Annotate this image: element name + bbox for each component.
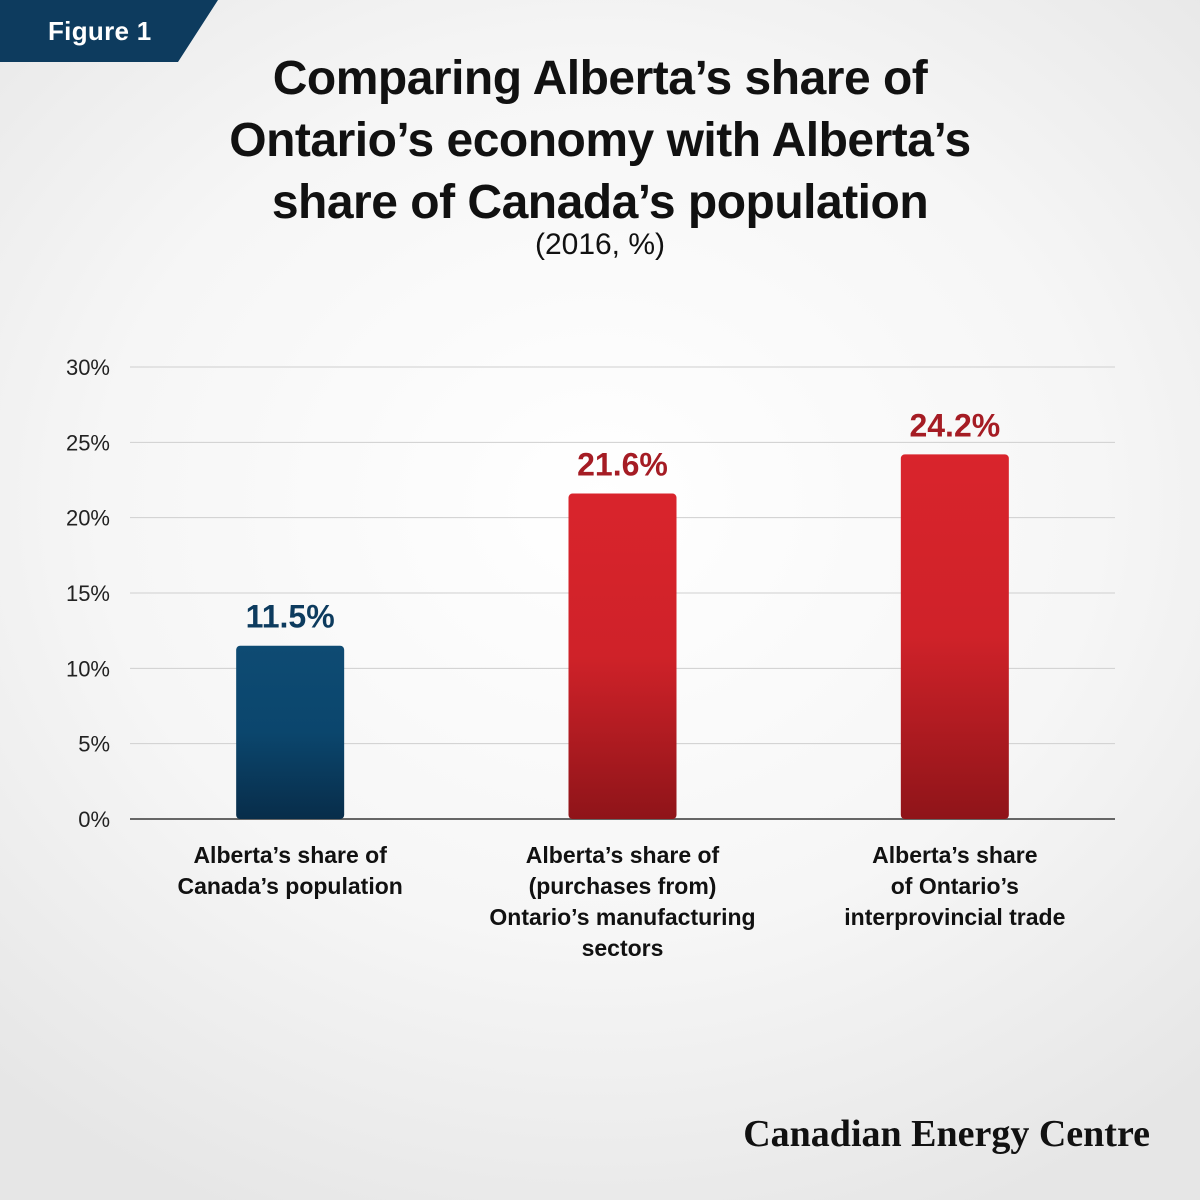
- x-category-label-line: Alberta’s share of: [525, 842, 720, 868]
- bar-data-label: 24.2%: [909, 407, 1000, 443]
- y-tick-label: 30%: [66, 355, 110, 380]
- y-tick-label: 5%: [78, 732, 110, 757]
- x-category-label: Alberta’s share of Ontario’s interprovinci…: [805, 840, 1105, 933]
- figure-tab-shape: [0, 0, 218, 62]
- x-category-label: Alberta’s share of Canada’s population: [140, 840, 440, 902]
- x-category-label-line: sectors: [581, 935, 664, 961]
- x-category-label-line: interprovincial trade: [844, 904, 1066, 930]
- chart-title: Comparing Alberta’s share of Ontario’s e…: [0, 48, 1200, 234]
- chart-subtitle: (2016, %): [534, 228, 666, 261]
- y-tick-label: 25%: [66, 430, 110, 455]
- bar: [236, 645, 345, 819]
- chart-title-line-2: Ontario’s economy with Alberta’s: [229, 114, 971, 167]
- x-category-label-line: of Ontario’s: [890, 873, 1019, 899]
- brand-logo-text: Canadian Energy Centre: [743, 1113, 1150, 1155]
- figure-label: Figure 1: [48, 16, 152, 46]
- x-category-label-line: Alberta’s share of: [193, 842, 387, 868]
- y-tick-label: 10%: [66, 656, 110, 681]
- bar: [568, 493, 677, 819]
- x-category-label-line: Alberta’s share: [872, 842, 1038, 868]
- figure-tab: Figure 1: [0, 0, 220, 62]
- x-category-label-line: Canada’s population: [177, 873, 403, 899]
- y-tick-label: 15%: [66, 581, 110, 606]
- chart-title-line-1: Comparing Alberta’s share of: [272, 52, 928, 105]
- y-tick-label: 20%: [66, 506, 110, 531]
- x-category-label-line: Ontario’s manufacturing: [489, 904, 756, 930]
- bar: [900, 454, 1009, 819]
- bar-data-label: 21.6%: [577, 447, 668, 483]
- x-category-label-line: (purchases from): [528, 873, 717, 899]
- y-tick-label: 0%: [78, 807, 110, 832]
- bar-data-label: 11.5%: [246, 599, 335, 635]
- x-category-label: Alberta’s share of (purchases from) Ontari…: [473, 840, 773, 964]
- chart-title-line-3: share of Canada’s population: [271, 176, 929, 229]
